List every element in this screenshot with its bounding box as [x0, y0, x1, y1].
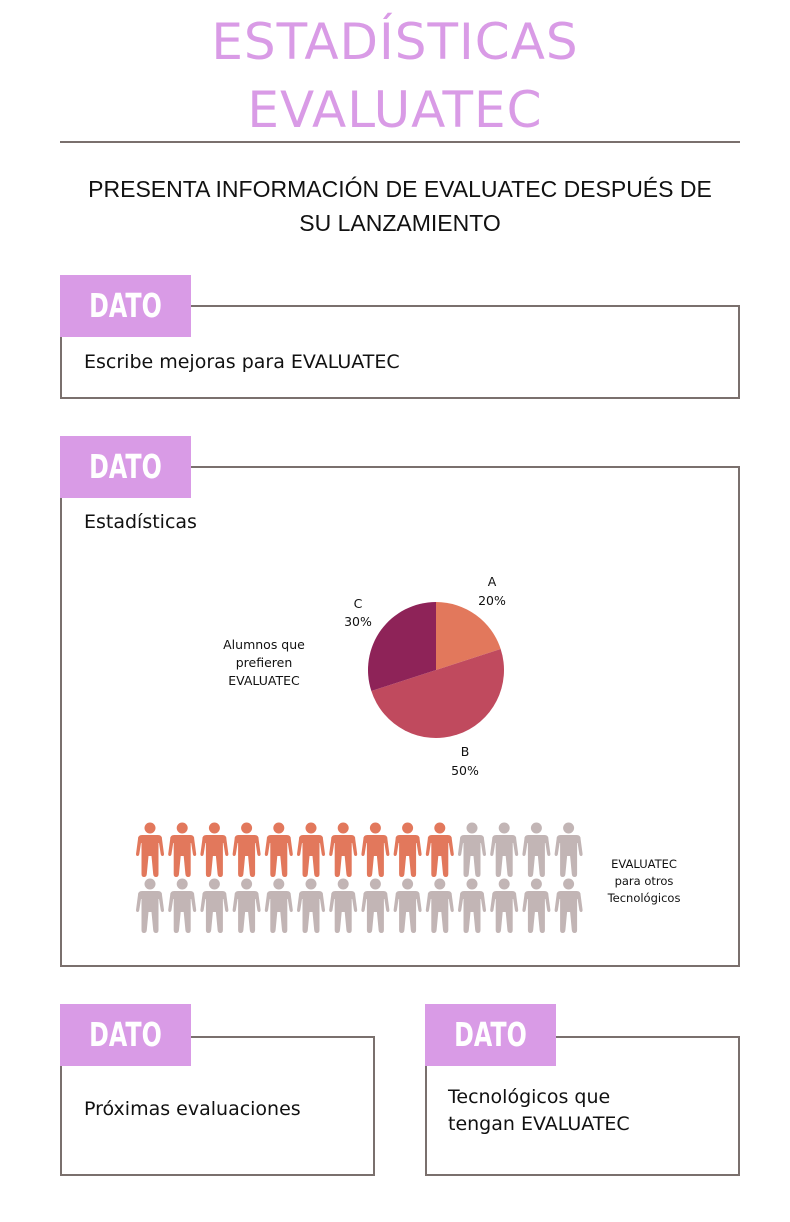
title-divider — [60, 141, 740, 143]
dato1-text: Escribe mejoras para EVALUATEC — [84, 349, 400, 376]
person-icon — [329, 823, 357, 878]
person-icon — [297, 879, 325, 934]
person-icon — [361, 823, 389, 878]
page-title-line1: ESTADÍSTICAS — [0, 10, 790, 74]
person-icon — [233, 879, 261, 934]
dato2-heading: Estadísticas — [84, 509, 197, 536]
people-caption: EVALUATEC para otros Tecnológicos — [594, 856, 694, 907]
person-icon — [200, 823, 228, 878]
person-icon — [522, 879, 550, 934]
person-icon — [426, 823, 454, 878]
dato1-tag: DATO 1 — [60, 275, 191, 337]
dato2-tag-label: DATO 2 — [78, 436, 172, 498]
subtitle-line1: PRESENTA INFORMACIÓN DE EVALUATEC DESPUÉ… — [60, 172, 740, 206]
subtitle-line2: SU LANZAMIENTO — [60, 206, 740, 240]
pie-label-b-name: B — [461, 744, 470, 759]
dato1-tag-label: DATO 1 — [78, 275, 172, 337]
person-icon — [265, 879, 293, 934]
people-caption-line1: EVALUATEC — [594, 856, 694, 873]
pie-label-c-value: 30% — [344, 614, 372, 629]
person-icon — [233, 823, 261, 878]
person-icon — [394, 879, 422, 934]
dato2-tag: DATO 2 — [60, 436, 191, 498]
person-icon — [168, 879, 196, 934]
person-icon — [555, 823, 583, 878]
person-icon — [329, 879, 357, 934]
person-icon — [265, 823, 293, 878]
person-icon — [394, 823, 422, 878]
dato3-tag: DATO 3 — [60, 1004, 191, 1066]
pie-caption-line1: Alumnos que — [204, 636, 324, 654]
people-pictogram — [132, 822, 592, 940]
person-icon — [490, 879, 518, 934]
people-caption-line3: Tecnológicos — [594, 890, 694, 907]
pie-slices — [368, 602, 504, 738]
dato3-tag-label: DATO 3 — [78, 1004, 172, 1066]
person-icon — [490, 823, 518, 878]
dato4-tag: DATO 4 — [425, 1004, 556, 1066]
pie-caption-line2: prefieren — [204, 654, 324, 672]
pie-caption: Alumnos que prefieren EVALUATEC — [204, 636, 324, 690]
person-icon — [136, 879, 164, 934]
page-title-line2: EVALUATEC — [0, 78, 790, 142]
person-icon — [458, 879, 486, 934]
pie-label-c-name: C — [354, 596, 363, 611]
person-icon — [426, 879, 454, 934]
person-icon — [136, 823, 164, 878]
person-icon — [200, 879, 228, 934]
dato4-text: Tecnológicos que tengan EVALUATEC — [448, 1084, 630, 1138]
person-icon — [361, 879, 389, 934]
person-icon — [168, 823, 196, 878]
dato3-text: Próximas evaluaciones — [84, 1096, 301, 1123]
person-icon — [522, 823, 550, 878]
dato4-text-line1: Tecnológicos que — [448, 1084, 630, 1111]
pie-caption-line3: EVALUATEC — [204, 672, 324, 690]
person-icon — [555, 879, 583, 934]
dato4-tag-label: DATO 4 — [443, 1004, 537, 1066]
pie-label-a-name: A — [488, 574, 497, 589]
pie-chart: A 20% B 50% C 30% — [330, 565, 550, 790]
dato4-text-line2: tengan EVALUATEC — [448, 1111, 630, 1138]
people-caption-line2: para otros — [594, 873, 694, 890]
pie-label-a-value: 20% — [478, 593, 506, 608]
page-subtitle: PRESENTA INFORMACIÓN DE EVALUATEC DESPUÉ… — [60, 172, 740, 240]
person-icon — [297, 823, 325, 878]
pie-label-b-value: 50% — [451, 763, 479, 778]
person-icon — [458, 823, 486, 878]
